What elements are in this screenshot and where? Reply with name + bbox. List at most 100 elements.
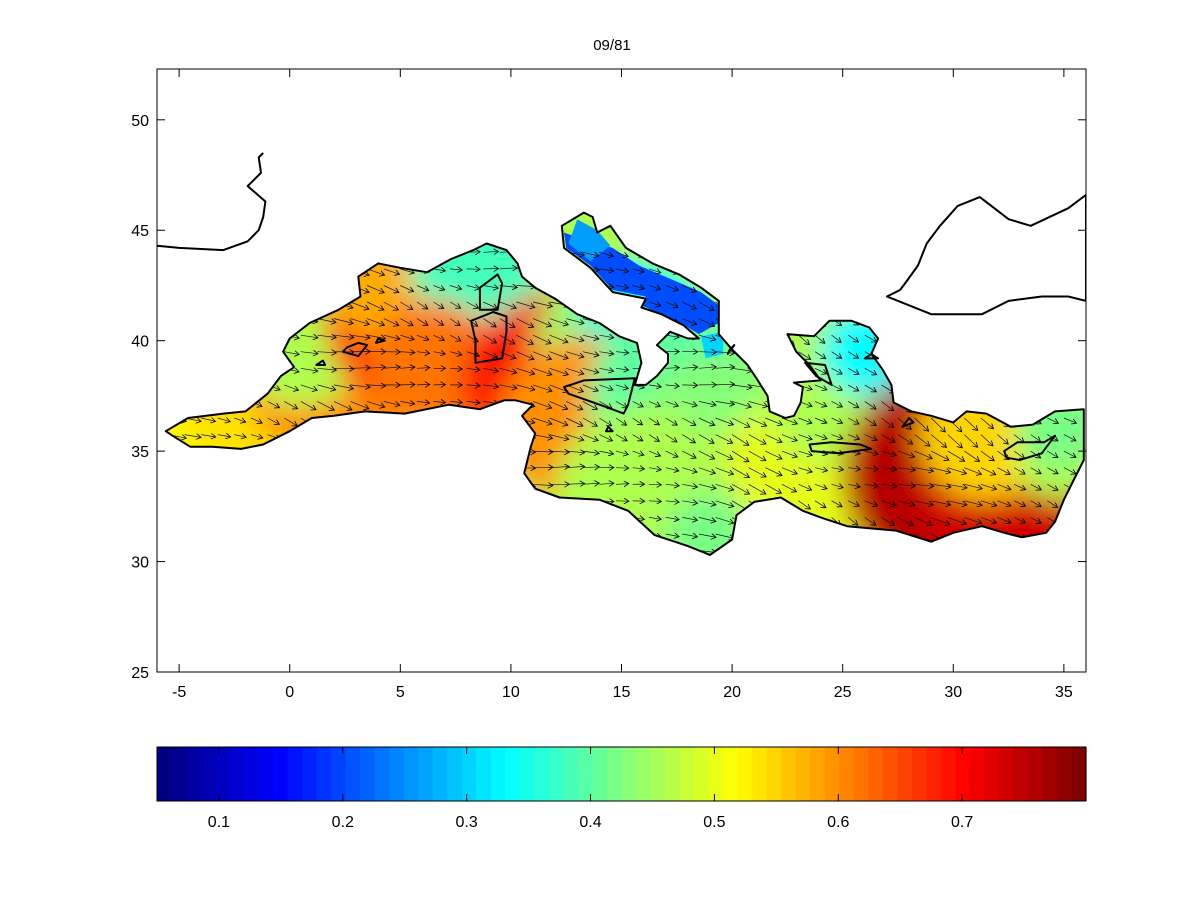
wind-vector — [1047, 368, 1059, 370]
wind-vector — [400, 467, 414, 473]
wind-vector — [483, 286, 498, 289]
wind-vector — [682, 434, 695, 443]
wind-vector — [532, 417, 552, 424]
wind-vector — [333, 384, 354, 389]
wind-vector — [217, 318, 230, 324]
wind-vector — [383, 301, 399, 310]
wind-vector — [400, 401, 414, 404]
wind-vector — [333, 417, 350, 429]
wind-vector — [930, 434, 946, 448]
wind-vector — [715, 252, 735, 255]
wind-vector — [1013, 467, 1025, 474]
wind-vector — [831, 269, 844, 270]
wind-vector — [1030, 483, 1042, 490]
wind-vector — [234, 319, 245, 323]
wind-vector — [814, 252, 828, 254]
colorbar-cell — [781, 747, 797, 801]
atlantic-coastline — [157, 152, 267, 252]
wind-vector — [532, 467, 553, 468]
colorbar-cell — [316, 747, 332, 801]
wind-vector — [433, 534, 445, 538]
wind-vector — [947, 434, 963, 448]
wind-vector — [483, 483, 498, 488]
wind-vector — [449, 451, 462, 455]
wind-vector — [798, 301, 811, 310]
wind-vector — [549, 517, 568, 526]
wind-vector — [980, 434, 993, 446]
wind-vector — [914, 417, 929, 431]
wind-vector — [781, 269, 798, 272]
wind-vector — [864, 269, 878, 271]
wind-vector — [1063, 252, 1077, 255]
wind-vector — [897, 384, 913, 394]
wind-vector — [383, 285, 399, 293]
wind-vector — [914, 450, 933, 459]
wind-vector — [997, 368, 1012, 369]
wind-vector — [400, 534, 414, 537]
wind-vector — [897, 334, 914, 342]
wind-vector — [848, 401, 859, 407]
wind-vector — [499, 435, 517, 438]
wind-vector — [1047, 285, 1058, 293]
wind-vector — [798, 483, 812, 490]
wind-vector — [284, 319, 299, 322]
wind-vector — [649, 551, 661, 554]
wind-vector — [499, 468, 517, 470]
wind-vector — [499, 385, 517, 388]
colorbar-cell — [606, 747, 623, 801]
wind-vector — [798, 351, 811, 360]
wind-vector — [582, 302, 599, 304]
wind-vector — [1047, 318, 1056, 328]
wind-vector — [1063, 467, 1076, 474]
wind-vector — [848, 484, 860, 487]
wind-vector — [532, 517, 550, 527]
wind-vector — [582, 451, 599, 453]
wind-vector — [814, 286, 827, 289]
wind-vector — [383, 501, 400, 504]
wind-vector — [466, 401, 480, 403]
wind-vector — [731, 401, 751, 407]
wind-vector — [449, 286, 462, 290]
wind-vector — [599, 352, 613, 354]
wind-vector — [549, 401, 568, 409]
wind-vector — [416, 467, 429, 472]
wind-vector — [682, 301, 696, 309]
y-axis-ticks: 25 30 35 40 45 50 — [131, 113, 1086, 682]
wind-vector — [615, 517, 629, 520]
wind-vector — [649, 319, 661, 322]
wind-vector — [1014, 385, 1027, 387]
y-tick-label: 50 — [131, 113, 149, 130]
wind-vector — [1063, 533, 1076, 541]
colorbar-cell — [723, 747, 739, 801]
wind-vector — [748, 434, 766, 444]
wind-vector — [582, 252, 599, 256]
wind-vector — [284, 269, 299, 271]
wind-vector — [367, 534, 385, 538]
wind-vector — [1013, 301, 1024, 310]
wind-vector — [682, 534, 697, 537]
wind-vector — [483, 451, 498, 453]
wind-vector — [566, 451, 584, 453]
wind-vector — [831, 468, 844, 470]
wind-vector — [566, 302, 584, 305]
wind-vector — [748, 533, 766, 544]
wind-vector — [881, 286, 896, 289]
colorbar-cell — [1042, 747, 1058, 801]
wind-vector — [665, 368, 680, 369]
wind-vector — [765, 367, 783, 373]
wind-vector — [831, 301, 843, 307]
wind-vector — [881, 417, 893, 427]
wind-vector — [864, 384, 877, 392]
wind-vector — [333, 450, 353, 458]
wind-vector — [1063, 301, 1074, 311]
wind-vector — [466, 533, 479, 540]
wind-vector — [848, 434, 859, 440]
wind-vector — [284, 533, 298, 541]
wind-vector — [317, 384, 335, 390]
wind-vector — [350, 301, 370, 309]
colorbar-cell — [331, 747, 347, 801]
wind-vector — [814, 301, 826, 308]
wind-vector — [698, 334, 716, 340]
wind-vector — [1030, 500, 1042, 507]
wind-vector — [814, 434, 827, 439]
